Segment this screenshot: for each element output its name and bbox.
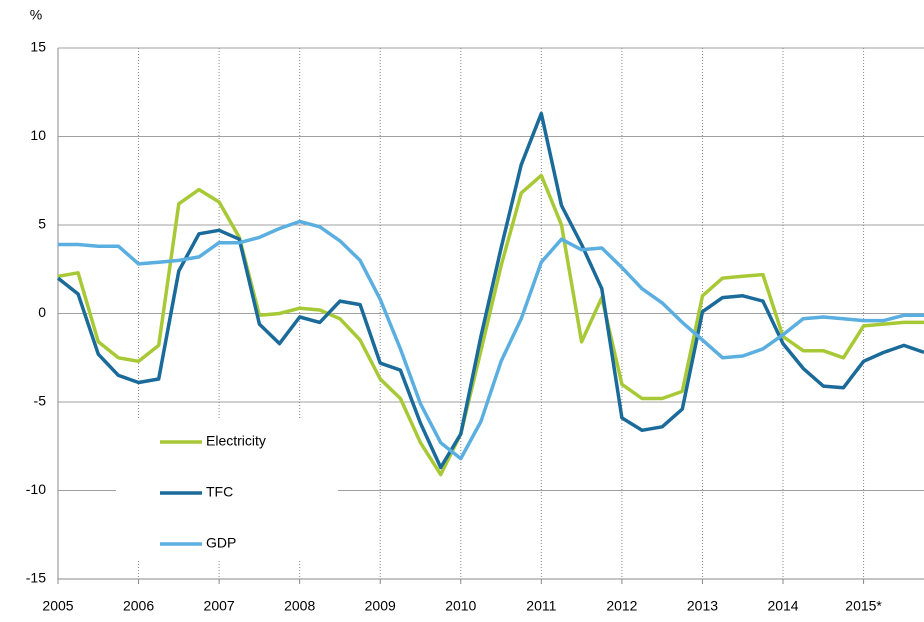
y-tick-label: 15 [30, 39, 46, 55]
x-tick-label: 2006 [123, 598, 154, 614]
x-tick-label: 2011 [526, 598, 556, 614]
y-tick-label: 0 [38, 304, 46, 320]
x-tick-label: 2014 [767, 598, 798, 614]
y-tick-label: -15 [26, 570, 46, 586]
x-tick-label: 2012 [606, 598, 637, 614]
y-tick-label: 10 [30, 127, 46, 143]
x-tick-label: 2013 [687, 598, 718, 614]
y-tick-label: -10 [26, 481, 46, 497]
x-tick-label: 2007 [204, 598, 235, 614]
x-tick-label: 2009 [365, 598, 396, 614]
x-tick-label: 2015* [845, 598, 882, 614]
x-tick-label: 2008 [284, 598, 315, 614]
x-tick-label: 2010 [445, 598, 476, 614]
line-series [57, 173, 924, 477]
legend-label: TFC [206, 484, 233, 500]
x-tick-label: 2005 [42, 598, 73, 614]
line-series [58, 219, 924, 461]
y-tick-label: 5 [38, 216, 46, 232]
line-series [56, 111, 924, 470]
legend-box [116, 420, 338, 560]
y-tick-label: -5 [34, 393, 47, 409]
legend-label: Electricity [206, 433, 266, 449]
legend-label: GDP [206, 535, 236, 551]
y-axis-label: % [30, 7, 42, 23]
